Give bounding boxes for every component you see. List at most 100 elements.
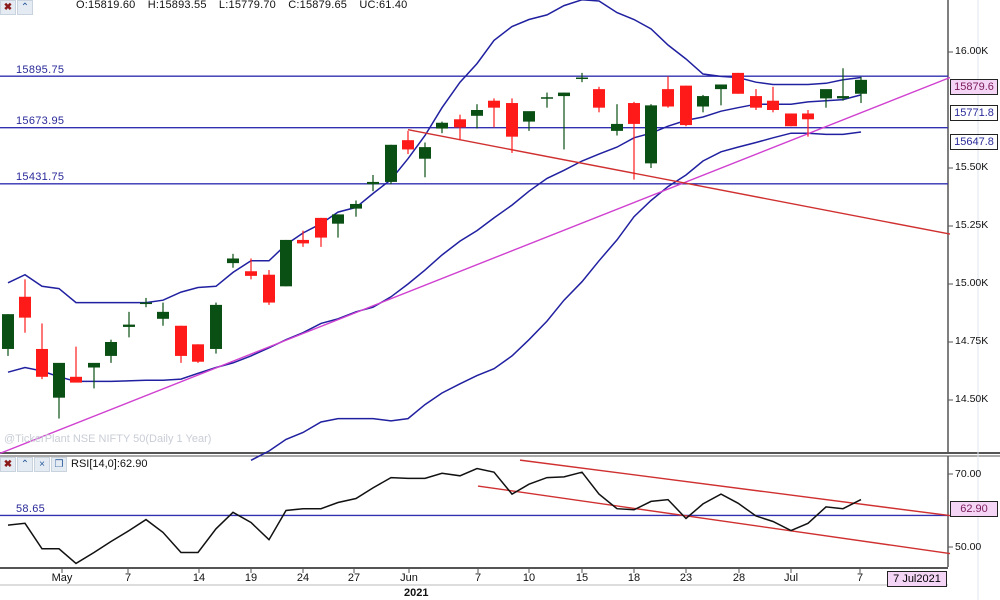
candle: [88, 362, 100, 389]
close-pane-icon[interactable]: ✖: [0, 457, 16, 472]
level-label-support: 15431.75: [16, 171, 65, 183]
candle-body: [36, 348, 48, 377]
y-tick: 15.25K: [955, 219, 989, 231]
candle: [402, 130, 414, 155]
collapse-icon[interactable]: ⌃: [17, 457, 33, 472]
candle: [523, 111, 535, 131]
high-value: H:15893.55: [147, 0, 207, 11]
candle-body: [123, 324, 135, 327]
y-tick: 15.50K: [955, 161, 989, 173]
rsi-panel-toolbar: ✖ ⌃ × ❐: [0, 457, 68, 472]
rsi-indicator-label: RSI[14,0]:62.90: [71, 458, 148, 470]
rsi-axis-ticks: [948, 473, 953, 548]
candle-body: [837, 96, 849, 99]
candle: [192, 344, 204, 363]
candle-body: [506, 103, 518, 137]
candle: [210, 302, 222, 354]
candle-body: [227, 258, 239, 264]
candle-body: [628, 103, 640, 124]
last-price-box: 15879.6: [950, 79, 998, 95]
candle-body: [385, 144, 397, 182]
candle: [36, 323, 48, 380]
support-trendline: [0, 76, 951, 455]
candle: [350, 200, 362, 217]
x-axis-label: Jul: [783, 572, 799, 584]
rsi-line: [7, 467, 862, 565]
x-axis-label: 10: [522, 572, 536, 584]
candle: [140, 297, 152, 308]
candle: [19, 279, 31, 333]
candle-body: [785, 113, 797, 127]
candle-body: [471, 110, 483, 116]
x-axis-label: 19: [244, 572, 258, 584]
candle: [105, 339, 117, 363]
candle-body: [70, 376, 82, 383]
candle-body: [367, 181, 379, 185]
current-date-box: 7 Jul2021: [887, 571, 947, 587]
candle: [662, 76, 674, 108]
candle-body: [332, 214, 344, 224]
candle: [245, 258, 257, 280]
detach-icon[interactable]: ❐: [51, 457, 67, 472]
candle: [332, 214, 344, 238]
candle-body: [19, 296, 31, 318]
candle: [367, 174, 379, 192]
chart-watermark: @TickerPlant NSE NIFTY 50(Daily 1 Year): [4, 433, 212, 445]
candle: [680, 85, 692, 127]
candle-body: [402, 140, 414, 150]
candle-body: [645, 105, 657, 164]
candle-body: [245, 271, 257, 276]
collapse-icon[interactable]: ⌃: [17, 0, 33, 15]
candle: [802, 110, 814, 137]
candle: [837, 68, 849, 101]
candle-body: [576, 77, 588, 80]
candle-body: [732, 72, 744, 94]
rsi-polyline: [7, 467, 862, 565]
candle-body: [192, 344, 204, 362]
x-axis-label: 14: [192, 572, 206, 584]
price-panel-toolbar: ✖ ⌃: [0, 0, 34, 15]
candle: [123, 311, 135, 338]
candle-body: [697, 96, 709, 107]
candle-body: [297, 239, 309, 244]
candle-body: [715, 84, 727, 90]
candle: [855, 76, 867, 104]
x-axis-label: May: [51, 572, 73, 584]
candle-body: [855, 79, 867, 94]
candle: [315, 217, 327, 247]
candle: [732, 72, 744, 94]
close-pane-icon[interactable]: ✖: [0, 0, 16, 15]
candle: [436, 121, 448, 134]
horizontal-levels: [0, 75, 948, 517]
x-axis-label: Jun: [400, 572, 418, 584]
x-axis-label: 7: [856, 572, 864, 584]
candle-body: [436, 122, 448, 129]
remove-icon[interactable]: ×: [34, 457, 50, 472]
x-axis-ticks: [61, 568, 861, 573]
y-tick: 15.00K: [955, 277, 989, 289]
y-tick: 14.50K: [955, 393, 989, 405]
candle-body: [210, 304, 222, 349]
candle-body: [88, 362, 100, 368]
x-axis-label: 27: [347, 572, 361, 584]
bollinger-lower: [250, 131, 862, 461]
candle-body: [350, 203, 362, 209]
change-value: UC:61.40: [359, 0, 408, 11]
close-value: C:15879.65: [288, 0, 348, 11]
candle: [558, 92, 570, 150]
candle-body: [53, 362, 65, 398]
x-axis-label: 7: [124, 572, 132, 584]
candle: [419, 142, 431, 178]
trendlines: [0, 76, 951, 555]
candle-body: [263, 274, 275, 303]
candle: [280, 239, 292, 287]
candle-body: [419, 147, 431, 159]
candle: [750, 89, 762, 110]
candle: [297, 230, 309, 247]
candlesticks: [2, 68, 867, 419]
candle: [2, 314, 14, 356]
y-tick: 14.75K: [955, 335, 989, 347]
candle: [385, 144, 397, 185]
rsi-y-tick: 50.00: [955, 541, 982, 553]
